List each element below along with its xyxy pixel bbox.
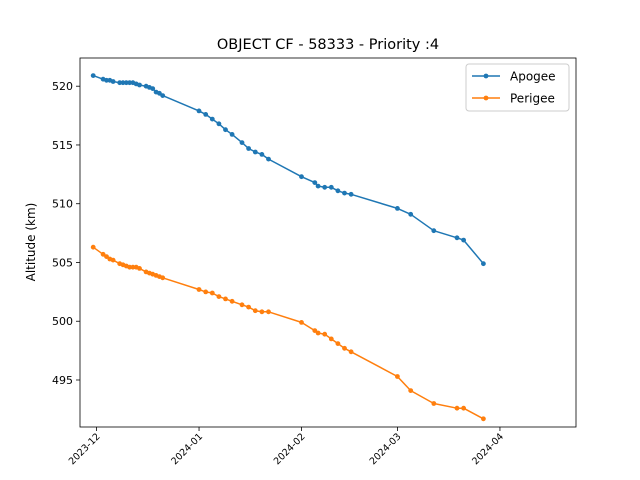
- y-tick-label: 520: [52, 80, 73, 93]
- apogee-point: [395, 206, 400, 211]
- apogee-point: [120, 80, 126, 86]
- apogee-point: [216, 121, 222, 127]
- perigee-point: [239, 302, 245, 308]
- apogee-point: [481, 261, 486, 267]
- perigee-point: [335, 341, 341, 346]
- perigee-point: [196, 287, 202, 292]
- apogee-point: [229, 132, 235, 137]
- legend: Apogee Perigee: [465, 63, 570, 112]
- apogee-point: [110, 79, 116, 84]
- perigee-point: [454, 405, 460, 411]
- perigee-point: [137, 266, 142, 271]
- perigee-point: [395, 374, 400, 379]
- apogee-point: [342, 190, 347, 196]
- perigee-point: [160, 275, 166, 281]
- perigee-point: [348, 349, 354, 355]
- perigee-point: [110, 257, 116, 263]
- apogee-point: [299, 174, 304, 180]
- perigee-point: [104, 254, 109, 259]
- perigee-point: [90, 244, 96, 250]
- apogee-point: [160, 93, 166, 98]
- apogee-point: [223, 127, 228, 133]
- apogee-point: [259, 152, 265, 157]
- apogee-point: [123, 80, 129, 86]
- apogee-point: [127, 80, 132, 86]
- apogee-point: [312, 180, 318, 186]
- perigee-point: [481, 416, 486, 422]
- perigee-point: [130, 264, 136, 270]
- perigee-point: [342, 345, 347, 351]
- apogee-point: [315, 183, 321, 189]
- perigee-point: [461, 405, 466, 411]
- apogee-point: [335, 188, 341, 194]
- apogee-point: [322, 184, 328, 190]
- legend-apogee-marker: [483, 73, 489, 79]
- perigee-point: [259, 309, 265, 315]
- apogee-point: [90, 73, 96, 78]
- perigee-point: [312, 328, 318, 333]
- perigee-point: [216, 294, 222, 299]
- apogee-point: [239, 140, 245, 146]
- legend-apogee-label: Apogee: [510, 70, 556, 84]
- apogee-point: [104, 77, 109, 83]
- apogee-point: [431, 228, 437, 234]
- apogee-point: [454, 235, 460, 241]
- y-axis-label: Altitude (km): [24, 203, 38, 282]
- perigee-point: [209, 290, 215, 296]
- perigee-point: [246, 304, 252, 310]
- legend-perigee-label: Perigee: [510, 92, 555, 106]
- perigee-point: [322, 331, 328, 337]
- apogee-point: [461, 237, 466, 243]
- legend-perigee-marker: [483, 95, 489, 101]
- apogee-point: [209, 116, 215, 122]
- perigee-point: [431, 401, 437, 406]
- apogee-point: [196, 108, 202, 114]
- apogee-point: [266, 156, 271, 162]
- perigee-point: [100, 251, 106, 257]
- apogee-point: [150, 86, 156, 91]
- apogee-point: [328, 184, 334, 190]
- y-tick-label: 515: [52, 139, 73, 152]
- perigee-point: [252, 308, 258, 314]
- perigee-point: [203, 289, 209, 295]
- y-tick-label: 505: [52, 256, 73, 269]
- apogee-point: [252, 149, 258, 155]
- apogee-point: [117, 80, 123, 86]
- apogee-point: [408, 211, 414, 217]
- perigee-point: [315, 330, 321, 336]
- perigee-point: [408, 388, 414, 393]
- perigee-point: [299, 320, 304, 325]
- y-tick-label: 500: [52, 315, 73, 328]
- y-tick-label: 510: [52, 198, 73, 211]
- apogee-point: [203, 112, 209, 117]
- y-tick-label: 495: [52, 374, 73, 387]
- apogee-point: [137, 82, 142, 88]
- perigee-point: [328, 336, 334, 342]
- plot-frame: [79, 57, 577, 428]
- perigee-point: [223, 296, 228, 302]
- perigee-point: [266, 309, 271, 315]
- apogee-point: [348, 191, 354, 197]
- perigee-point: [229, 298, 235, 304]
- apogee-point: [246, 146, 252, 151]
- chart-title: OBJECT CF - 58333 - Priority :4: [217, 37, 439, 53]
- perigee-point: [127, 264, 132, 270]
